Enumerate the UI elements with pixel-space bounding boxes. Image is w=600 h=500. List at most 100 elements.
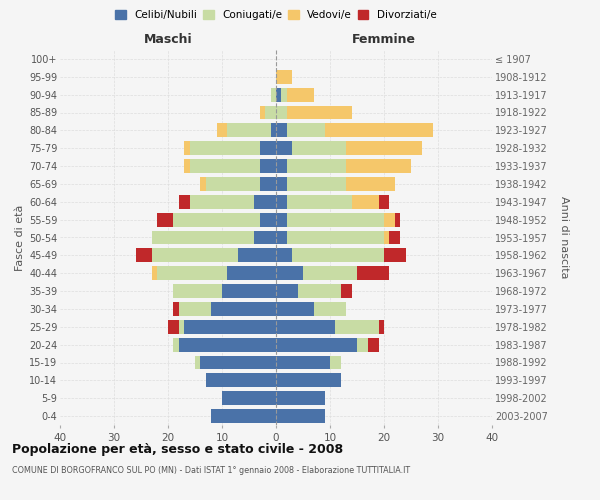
Bar xyxy=(341,284,352,298)
Bar xyxy=(265,106,276,120)
Bar xyxy=(276,409,325,423)
Bar xyxy=(276,284,298,298)
Bar xyxy=(260,177,276,191)
Bar xyxy=(152,266,157,280)
Bar xyxy=(314,302,346,316)
Bar xyxy=(384,212,395,226)
Bar xyxy=(179,320,184,334)
Bar xyxy=(271,88,276,102)
Bar xyxy=(276,195,287,209)
Bar xyxy=(292,248,384,262)
Bar xyxy=(276,159,287,173)
Bar xyxy=(200,177,206,191)
Bar xyxy=(200,356,276,370)
Bar xyxy=(238,248,276,262)
Bar xyxy=(276,70,292,84)
Bar xyxy=(335,320,379,334)
Bar xyxy=(276,141,292,155)
Bar xyxy=(276,212,287,226)
Bar xyxy=(222,284,276,298)
Legend: Celibi/Nubili, Coniugati/e, Vedovi/e, Divorziati/e: Celibi/Nubili, Coniugati/e, Vedovi/e, Di… xyxy=(115,10,437,20)
Bar xyxy=(298,284,341,298)
Bar xyxy=(222,391,276,405)
Bar xyxy=(184,320,276,334)
Bar xyxy=(287,230,384,244)
Bar xyxy=(379,320,384,334)
Bar xyxy=(379,195,389,209)
Bar xyxy=(190,141,260,155)
Bar xyxy=(211,409,276,423)
Bar xyxy=(173,338,179,351)
Bar xyxy=(206,177,260,191)
Bar xyxy=(287,159,346,173)
Bar xyxy=(260,212,276,226)
Bar xyxy=(276,230,287,244)
Bar xyxy=(325,124,433,138)
Bar xyxy=(276,177,287,191)
Bar xyxy=(173,212,260,226)
Bar xyxy=(184,141,190,155)
Bar xyxy=(287,212,384,226)
Bar xyxy=(287,195,352,209)
Bar xyxy=(190,195,254,209)
Bar xyxy=(260,159,276,173)
Bar xyxy=(179,302,211,316)
Bar xyxy=(227,124,271,138)
Bar xyxy=(352,195,379,209)
Bar xyxy=(157,266,227,280)
Bar xyxy=(276,124,287,138)
Bar xyxy=(330,356,341,370)
Bar xyxy=(206,374,276,388)
Bar xyxy=(357,338,368,351)
Bar xyxy=(276,320,335,334)
Bar xyxy=(227,266,276,280)
Bar xyxy=(346,177,395,191)
Bar xyxy=(260,141,276,155)
Bar xyxy=(357,266,389,280)
Bar xyxy=(276,106,287,120)
Bar xyxy=(254,230,276,244)
Bar xyxy=(287,124,325,138)
Bar xyxy=(276,248,292,262)
Bar xyxy=(152,230,254,244)
Bar xyxy=(276,374,341,388)
Text: Popolazione per età, sesso e stato civile - 2008: Popolazione per età, sesso e stato civil… xyxy=(12,442,343,456)
Bar xyxy=(287,177,346,191)
Text: COMUNE DI BORGOFRANCO SUL PO (MN) - Dati ISTAT 1° gennaio 2008 - Elaborazione TU: COMUNE DI BORGOFRANCO SUL PO (MN) - Dati… xyxy=(12,466,410,475)
Bar xyxy=(179,338,276,351)
Bar xyxy=(346,141,422,155)
Bar xyxy=(190,159,260,173)
Bar xyxy=(346,159,411,173)
Bar xyxy=(152,248,238,262)
Bar xyxy=(368,338,379,351)
Bar xyxy=(281,88,287,102)
Bar xyxy=(287,88,314,102)
Bar xyxy=(157,212,173,226)
Bar xyxy=(173,284,222,298)
Bar xyxy=(276,302,314,316)
Bar xyxy=(276,88,281,102)
Bar xyxy=(260,106,265,120)
Bar xyxy=(292,141,346,155)
Bar xyxy=(271,124,276,138)
Bar xyxy=(217,124,227,138)
Y-axis label: Fasce di età: Fasce di età xyxy=(14,204,25,270)
Text: Femmine: Femmine xyxy=(352,34,416,46)
Bar xyxy=(384,248,406,262)
Bar xyxy=(389,230,400,244)
Text: Maschi: Maschi xyxy=(143,34,193,46)
Bar xyxy=(276,356,330,370)
Bar xyxy=(276,338,357,351)
Bar xyxy=(195,356,200,370)
Bar xyxy=(303,266,357,280)
Bar xyxy=(211,302,276,316)
Bar xyxy=(254,195,276,209)
Bar xyxy=(168,320,179,334)
Bar xyxy=(287,106,352,120)
Bar xyxy=(384,230,389,244)
Bar xyxy=(184,159,190,173)
Bar xyxy=(276,266,303,280)
Bar xyxy=(276,391,325,405)
Bar xyxy=(136,248,152,262)
Y-axis label: Anni di nascita: Anni di nascita xyxy=(559,196,569,279)
